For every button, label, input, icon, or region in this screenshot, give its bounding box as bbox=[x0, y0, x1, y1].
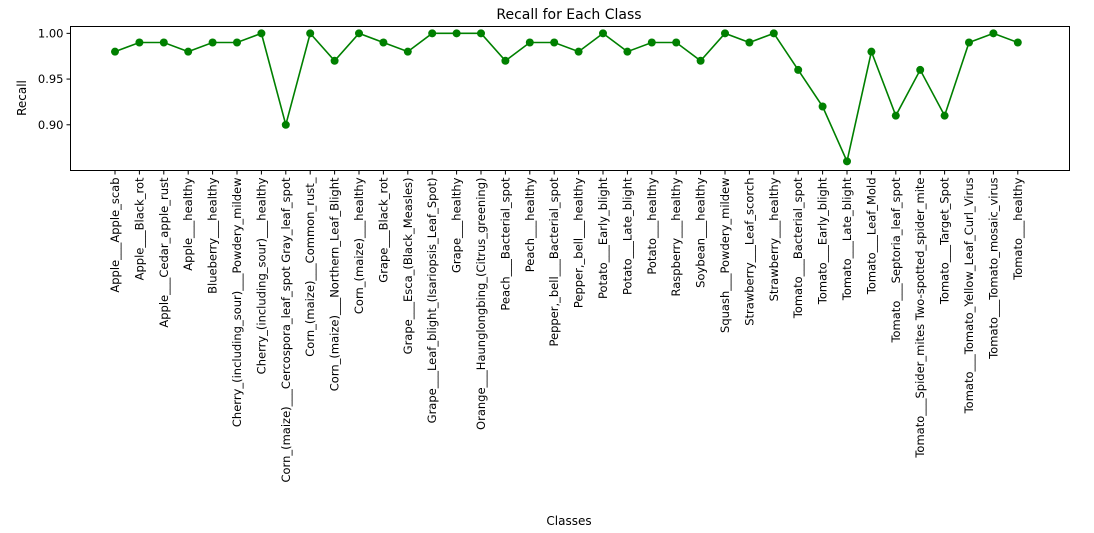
x-tick-label: Grape___Black_rot bbox=[376, 177, 390, 283]
recall-point bbox=[159, 38, 168, 47]
x-tick-label: Tomato___Early_blight bbox=[816, 177, 830, 305]
x-tick-label: Strawberry___healthy bbox=[767, 177, 781, 301]
x-tick-label: Cherry_(including_sour)___Powdery_mildew bbox=[230, 178, 244, 428]
x-tick-label: Tomato___Bacterial_spot bbox=[791, 177, 805, 319]
recall-point bbox=[623, 47, 632, 56]
recall-point bbox=[1013, 38, 1022, 47]
recall-point bbox=[306, 29, 315, 38]
recall-point bbox=[745, 38, 754, 47]
x-tick-label: Squash___Powdery_mildew bbox=[718, 178, 732, 333]
x-tick-label: Orange___Haunglongbing_(Citrus_greening) bbox=[474, 178, 488, 430]
recall-point bbox=[135, 38, 144, 47]
x-tick-label: Peach___healthy bbox=[523, 177, 537, 272]
x-tick-label: Grape___healthy bbox=[450, 177, 464, 273]
plot-area bbox=[111, 29, 1022, 166]
x-tick-label: Tomato___healthy bbox=[1011, 177, 1025, 281]
recall-point bbox=[111, 47, 119, 56]
y-tick-label: 0.90 bbox=[38, 118, 64, 132]
x-tick-label: Strawberry___Leaf_scorch bbox=[742, 178, 756, 326]
recall-point bbox=[965, 38, 973, 47]
x-tick-label: Soybean___healthy bbox=[694, 177, 708, 288]
recall-point bbox=[379, 38, 388, 47]
x-tick-label: Tomato___Spider_mites Two-spotted_spider… bbox=[913, 178, 927, 459]
x-tick-label: Raspberry___healthy bbox=[669, 177, 683, 296]
x-tick-label: Pepper,_bell___healthy bbox=[572, 177, 586, 308]
recall-point bbox=[208, 38, 217, 47]
recall-point bbox=[355, 29, 363, 38]
x-tick-label: Apple___Cedar_apple_rust bbox=[157, 177, 171, 328]
recall-point bbox=[721, 29, 729, 38]
x-tick-label: Apple___healthy bbox=[181, 177, 195, 270]
x-tick-label: Potato___Late_blight bbox=[620, 177, 634, 295]
recall-point bbox=[233, 38, 241, 47]
recall-point bbox=[672, 38, 681, 47]
recall-point bbox=[501, 56, 510, 65]
x-axis-label: Classes bbox=[546, 514, 591, 528]
x-tick-label: Potato___healthy bbox=[645, 177, 659, 274]
x-tick-label: Apple___Black_rot bbox=[132, 177, 146, 280]
recall-point bbox=[281, 120, 290, 129]
recall-point bbox=[257, 29, 266, 38]
recall-point bbox=[525, 38, 534, 47]
x-tick-label: Grape___Esca_(Black_Measles) bbox=[401, 178, 415, 355]
recall-point bbox=[477, 29, 485, 38]
x-tick-label: Grape___Leaf_blight_(Isariopsis_Leaf_Spo… bbox=[425, 178, 439, 424]
recall-point bbox=[574, 47, 583, 56]
recall-point bbox=[940, 111, 949, 120]
x-tick-label: Tomato___Late_blight bbox=[840, 177, 854, 301]
recall-point bbox=[599, 29, 607, 38]
x-tick-label: Tomato___Leaf_Mold bbox=[864, 178, 878, 296]
recall-point bbox=[330, 56, 339, 65]
x-tick-label: Cherry_(including_sour)___healthy bbox=[254, 177, 268, 374]
recall-point bbox=[989, 29, 998, 38]
y-axis-ticks: 0.90 0.95 1.00 bbox=[38, 26, 71, 132]
y-tick-label: 0.95 bbox=[38, 72, 64, 86]
recall-point bbox=[843, 157, 851, 166]
x-tick-label: Tomato___Tomato_Yellow_Leaf_Curl_Virus bbox=[962, 177, 976, 414]
recall-point bbox=[184, 47, 193, 56]
recall-point bbox=[696, 56, 705, 65]
x-tick-label: Corn_(maize)___Northern_Leaf_Blight bbox=[328, 177, 342, 391]
x-tick-label: Corn_(maize)___Common_rust_ bbox=[303, 177, 317, 356]
y-tick-label: 1.00 bbox=[38, 26, 64, 40]
x-tick-label: Tomato___Target_Spot bbox=[938, 177, 952, 305]
recall-point bbox=[550, 38, 559, 47]
x-tick-label: Peach___Bacterial_spot bbox=[498, 177, 512, 311]
chart-title: Recall for Each Class bbox=[496, 7, 641, 23]
recall-point bbox=[403, 47, 412, 56]
x-tick-label: Tomato___Tomato_mosaic_virus bbox=[986, 177, 1000, 359]
y-axis-label: Recall bbox=[15, 80, 29, 116]
x-tick-label: Potato___Early_blight bbox=[596, 177, 610, 299]
recall-point bbox=[916, 65, 925, 74]
plot-frame bbox=[70, 26, 1070, 171]
x-tick-label: Tomato___Septoria_leaf_spot bbox=[889, 177, 903, 344]
recall-point bbox=[794, 65, 803, 74]
recall-point bbox=[428, 29, 437, 38]
x-tick-label: Corn_(maize)___Cercospora_leaf_spot Gray… bbox=[279, 177, 293, 482]
recall-point bbox=[818, 102, 827, 111]
recall-point bbox=[647, 38, 656, 47]
x-tick-label: Apple___Apple_scab bbox=[108, 178, 122, 293]
recall-point bbox=[891, 111, 900, 120]
recall-line bbox=[114, 31, 1019, 164]
x-tick-label: Pepper,_bell___Bacterial_spot bbox=[547, 177, 561, 347]
x-tick-label: Corn_(maize)___healthy bbox=[352, 177, 366, 314]
recall-point bbox=[769, 29, 778, 38]
recall-point bbox=[867, 47, 876, 56]
x-axis-ticks: Apple___Apple_scab Apple___Black_rot Apple… bbox=[108, 170, 1025, 483]
recall-point bbox=[452, 29, 461, 38]
x-tick-label: Blueberry___healthy bbox=[206, 177, 220, 294]
